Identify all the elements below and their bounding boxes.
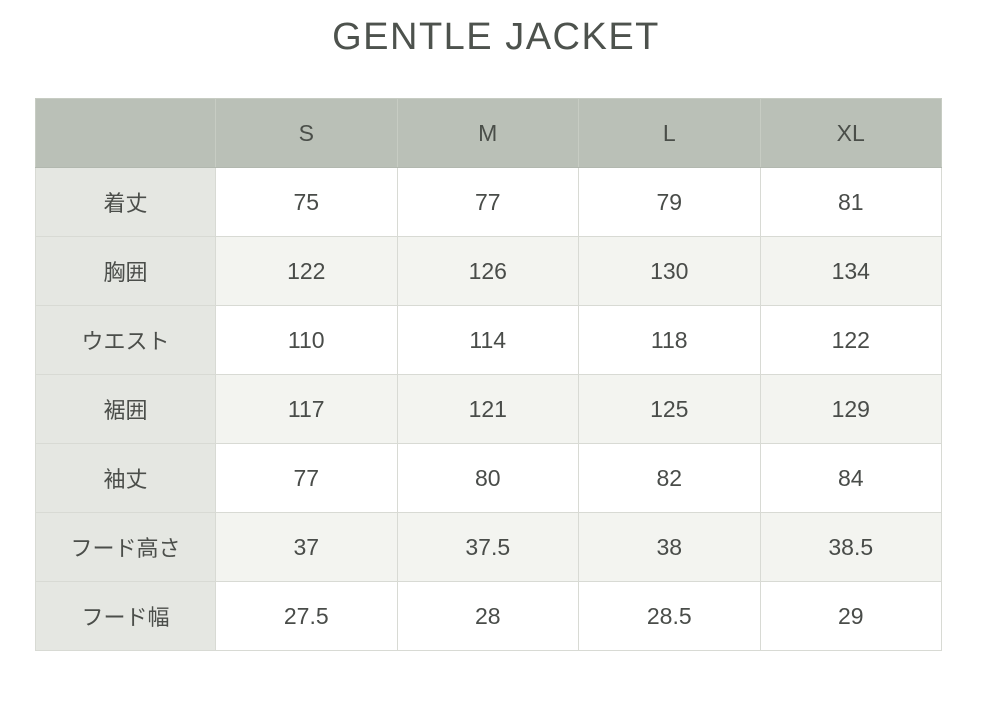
cell-length-s: 75 (215, 167, 398, 237)
table-row-hood-width: フード幅 27.5 28 28.5 29 (35, 581, 942, 651)
table-row-hood-height: フード高さ 37 37.5 38 38.5 (35, 512, 942, 582)
header-corner-cell (35, 98, 216, 168)
cell-waist-m: 114 (396, 305, 579, 375)
page-title: GENTLE JACKET (332, 16, 660, 58)
header-cell-l: L (578, 98, 761, 168)
table-row-waist: ウエスト 110 114 118 122 (35, 305, 942, 375)
header-cell-xl: XL (759, 98, 942, 168)
cell-hood-width-l: 28.5 (578, 581, 761, 651)
row-label-hem: 裾囲 (35, 374, 216, 444)
cell-waist-xl: 122 (759, 305, 942, 375)
cell-hem-m: 121 (396, 374, 579, 444)
cell-waist-l: 118 (578, 305, 761, 375)
header-cell-s: S (215, 98, 398, 168)
cell-length-m: 77 (396, 167, 579, 237)
cell-hem-s: 117 (215, 374, 398, 444)
table-row-sleeve: 袖丈 77 80 82 84 (35, 443, 942, 513)
cell-chest-xl: 134 (759, 236, 942, 306)
cell-length-l: 79 (578, 167, 761, 237)
cell-hem-l: 125 (578, 374, 761, 444)
cell-sleeve-xl: 84 (759, 443, 942, 513)
cell-hood-width-s: 27.5 (215, 581, 398, 651)
cell-hood-width-m: 28 (396, 581, 579, 651)
cell-hood-height-xl: 38.5 (759, 512, 942, 582)
cell-sleeve-l: 82 (578, 443, 761, 513)
header-cell-m: M (396, 98, 579, 168)
cell-waist-s: 110 (215, 305, 398, 375)
cell-hood-width-xl: 29 (759, 581, 942, 651)
row-label-waist: ウエスト (35, 305, 216, 375)
cell-sleeve-s: 77 (215, 443, 398, 513)
row-label-hood-height: フード高さ (35, 512, 216, 582)
cell-hood-height-l: 38 (578, 512, 761, 582)
row-label-sleeve: 袖丈 (35, 443, 216, 513)
row-label-length: 着丈 (35, 167, 216, 237)
cell-sleeve-m: 80 (396, 443, 579, 513)
header-row: S M L XL (35, 98, 942, 168)
table-row-chest: 胸囲 122 126 130 134 (35, 236, 942, 306)
table-row-hem: 裾囲 117 121 125 129 (35, 374, 942, 444)
cell-hood-height-s: 37 (215, 512, 398, 582)
cell-hood-height-m: 37.5 (396, 512, 579, 582)
row-label-hood-width: フード幅 (35, 581, 216, 651)
cell-hem-xl: 129 (759, 374, 942, 444)
row-label-chest: 胸囲 (35, 236, 216, 306)
cell-length-xl: 81 (759, 167, 942, 237)
size-chart-table: S M L XL 着丈 75 77 79 81 胸囲 122 126 130 1… (35, 98, 942, 651)
cell-chest-s: 122 (215, 236, 398, 306)
table-row-length: 着丈 75 77 79 81 (35, 167, 942, 237)
cell-chest-m: 126 (396, 236, 579, 306)
cell-chest-l: 130 (578, 236, 761, 306)
